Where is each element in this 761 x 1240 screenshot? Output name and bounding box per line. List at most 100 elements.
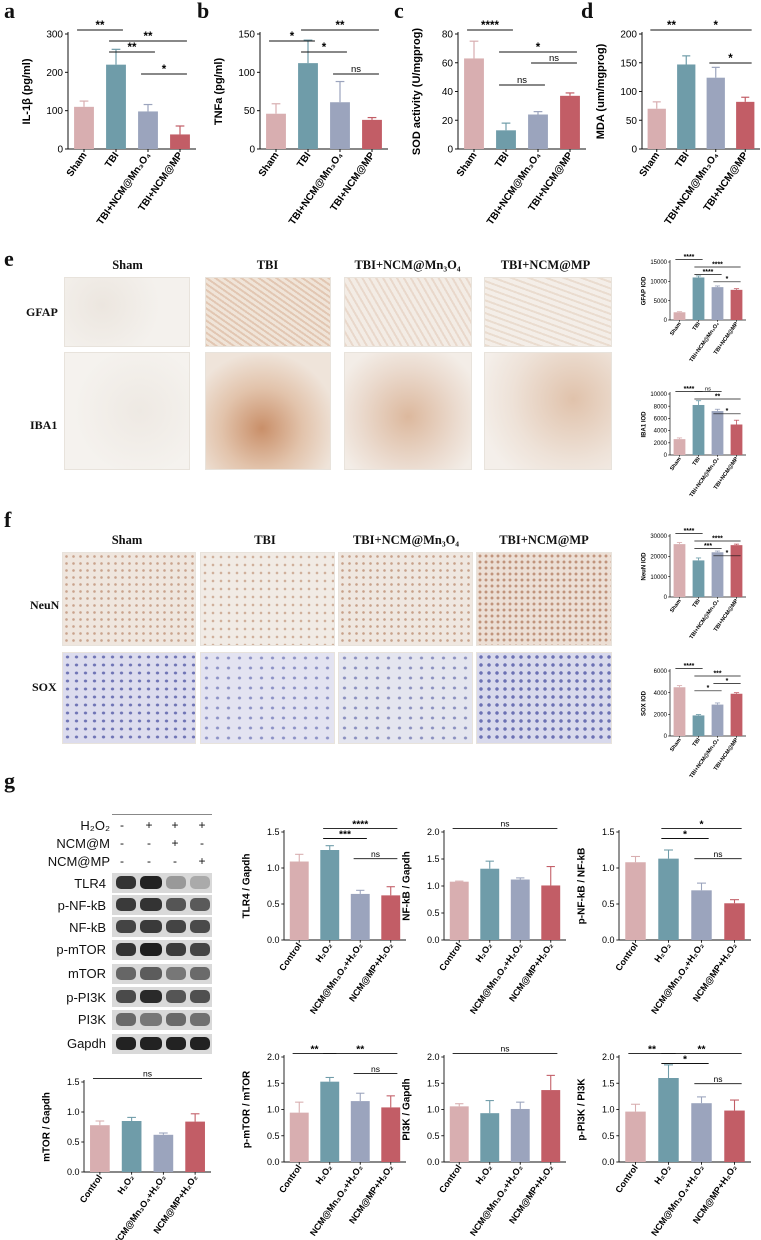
wb-sign: - <box>200 836 204 850</box>
wb-band-label: TLR4 <box>74 876 106 891</box>
bar <box>350 1101 370 1162</box>
significance-label: **** <box>712 535 723 542</box>
y-tick-label: 1.5 <box>267 827 280 837</box>
significance-label: ** <box>144 31 153 43</box>
y-tick-label: 0.5 <box>602 1131 615 1141</box>
x-tick-label: H₂O₂ <box>314 941 335 964</box>
ihc-image-iba1-tbi <box>205 352 331 470</box>
significance-label: *** <box>339 830 352 841</box>
x-tick-label: Sham <box>257 150 282 179</box>
y-axis-label: p-NF-kB / NF-kB <box>576 848 587 925</box>
e-col-header: TBI <box>256 258 279 272</box>
bar <box>706 77 725 149</box>
bar <box>730 424 743 455</box>
significance-label: ns <box>371 1064 380 1074</box>
x-tick-label: TBI <box>103 150 121 170</box>
x-tick-label: Sham <box>669 598 683 614</box>
wb-band-nfkb <box>112 917 212 937</box>
significance-label: ns <box>713 1074 722 1084</box>
x-tick-label: TBI <box>692 737 702 748</box>
y-tick-label: 0.0 <box>267 935 280 945</box>
bar <box>298 63 318 150</box>
y-tick-label: 0.5 <box>67 1137 80 1147</box>
y-axis-label: p-mTOR / mTOR <box>241 1070 252 1148</box>
y-tick-label: 20000 <box>650 554 667 560</box>
bar <box>510 1108 530 1162</box>
wb-band-label: p-NF-kB <box>57 898 106 913</box>
significance-label: ** <box>648 1045 657 1056</box>
wb-band-mtor <box>112 964 212 984</box>
x-tick-label: TBI <box>673 150 691 170</box>
y-tick-label: 0.0 <box>602 1157 615 1167</box>
y-tick-label: 0.5 <box>427 1131 440 1141</box>
bar <box>74 106 94 149</box>
y-tick-label: 80 <box>442 30 454 41</box>
significance-label: * <box>536 42 541 54</box>
f-col-header: Sham <box>111 533 143 547</box>
wb-sign: + <box>198 818 206 832</box>
y-tick-label: 1.5 <box>67 1077 80 1087</box>
y-axis-label: NF-kB / Gapdh <box>401 851 412 920</box>
y-tick-label: 10000 <box>650 392 667 398</box>
bar <box>625 862 646 940</box>
x-tick-label: Control <box>437 1163 464 1195</box>
wb-band-label: NF-kB <box>69 920 106 935</box>
y-tick-label: 0 <box>664 734 668 740</box>
ihc-image-gfap-sham <box>64 277 190 347</box>
x-tick-label: H₂O₂ <box>474 941 495 964</box>
y-tick-label: 2.0 <box>267 1052 280 1062</box>
y-tick-label: 10000 <box>650 279 667 285</box>
y-tick-label: 4000 <box>654 429 668 435</box>
bar <box>266 113 286 149</box>
bar <box>121 1121 142 1172</box>
f-row-header: NeuN <box>30 598 60 612</box>
significance-label: * <box>683 830 688 841</box>
significance-label: **** <box>712 261 723 268</box>
x-tick-label: Control <box>437 941 464 973</box>
significance-label: *** <box>713 670 721 677</box>
x-tick-label: NCM@Mn₃O₄+H₂O₂ <box>468 1163 525 1238</box>
bar <box>510 879 530 940</box>
ihc-image-gfap-mp <box>484 277 612 347</box>
bar <box>541 1090 561 1162</box>
panel-letter-g: g <box>4 768 15 793</box>
wb-band-pi3k <box>112 1010 212 1030</box>
ihc-image-iba1-mp <box>484 352 612 470</box>
panel-letter-e: e <box>4 246 14 271</box>
significance-label: **** <box>684 663 695 670</box>
y-tick-label: 100 <box>238 68 255 79</box>
y-tick-label: 0.0 <box>602 935 615 945</box>
ihc-image-neun-tbi <box>200 552 335 646</box>
bar <box>730 693 743 736</box>
bar <box>711 704 724 736</box>
y-tick-label: 0.0 <box>427 935 440 945</box>
x-tick-label: TBI <box>692 321 702 332</box>
significance-label: * <box>322 42 327 54</box>
significance-label: *** <box>704 543 712 550</box>
x-tick-label: TBI <box>692 456 702 467</box>
significance-label: * <box>726 550 729 557</box>
y-tick-label: 0.0 <box>427 1157 440 1167</box>
ihc-image-neun-sham <box>62 552 196 646</box>
bar <box>106 64 126 149</box>
y-axis-label: TNFa (pg/ml) <box>213 58 225 126</box>
significance-label: ns <box>517 75 527 86</box>
y-tick-label: 2.0 <box>427 827 440 837</box>
y-tick-label: 0 <box>57 145 63 156</box>
wb-sign: - <box>173 854 177 868</box>
x-tick-label: Sham <box>669 737 683 753</box>
significance-label: **** <box>684 528 695 535</box>
ihc-image-gfap-mn <box>344 277 472 347</box>
ihc-image-sox-mp <box>476 652 612 744</box>
wb-sign: - <box>147 854 151 868</box>
f-col-header: TBI+NCM@Mn₃O₄ <box>352 533 460 547</box>
bar <box>330 102 350 149</box>
y-tick-label: 4000 <box>654 691 668 697</box>
y-tick-label: 0.5 <box>427 908 440 918</box>
y-tick-label: 0 <box>664 595 668 601</box>
bar <box>320 1081 340 1162</box>
